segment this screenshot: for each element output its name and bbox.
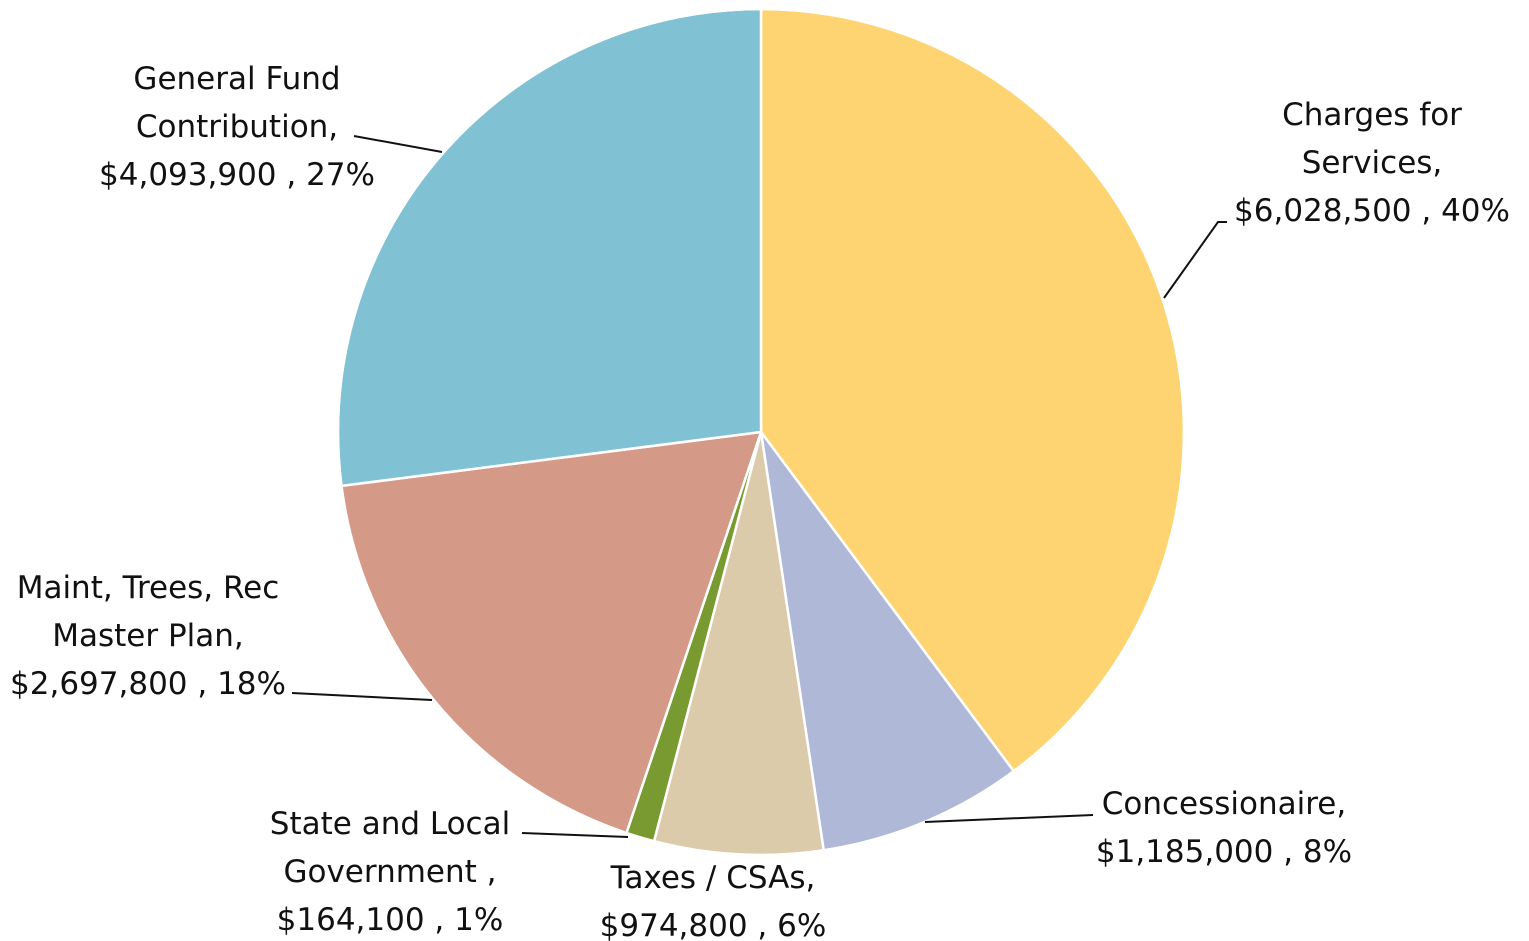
data-label-line: Master Plan, bbox=[52, 618, 244, 654]
data-label-line: Taxes / CSAs, bbox=[610, 860, 816, 896]
leader-line bbox=[924, 814, 1094, 823]
data-label-line: $974,800 , 6% bbox=[600, 908, 827, 941]
data-label-line: Maint, Trees, Rec bbox=[17, 570, 280, 606]
leader-line bbox=[1163, 221, 1227, 299]
data-label-line: $1,185,000 , 8% bbox=[1096, 834, 1352, 870]
leader-line bbox=[353, 135, 443, 153]
data-label-line: Charges for bbox=[1282, 97, 1462, 133]
pie-outline bbox=[336, 7, 1186, 857]
data-label-line: $6,028,500 , 40% bbox=[1234, 193, 1510, 229]
leader-lines bbox=[291, 135, 1227, 838]
data-label-line: State and Local bbox=[270, 806, 510, 842]
data-label-line: General Fund bbox=[133, 61, 340, 97]
data-label-line: Government , bbox=[283, 854, 496, 890]
data-label-state-and-local-government: State and Local Government , $164,100 , 1% bbox=[270, 806, 510, 938]
pie-slice-general-fund-contribution bbox=[336, 7, 763, 488]
data-label-line: $4,093,900 , 27% bbox=[99, 157, 375, 193]
slice-labels: Charges for Services, $6,028,500 , 40% Conc… bbox=[10, 61, 1510, 941]
data-label-charges-for-services: Charges for Services, $6,028,500 , 40% bbox=[1234, 97, 1510, 229]
data-label-taxes-csas: Taxes / CSAs, $974,800 , 6% bbox=[600, 860, 827, 941]
leader-line bbox=[291, 692, 433, 701]
data-label-line: Concessionaire, bbox=[1102, 786, 1347, 822]
data-label-line: $2,697,800 , 18% bbox=[10, 666, 286, 702]
data-label-line: Contribution, bbox=[136, 109, 338, 145]
data-label-maint-trees-rec-master-plan: Maint, Trees, Rec Master Plan, $2,697,800 … bbox=[10, 570, 286, 702]
data-label-line: Services, bbox=[1302, 145, 1443, 181]
data-label-line: $164,100 , 1% bbox=[277, 902, 504, 938]
leader-line bbox=[521, 832, 629, 838]
data-label-general-fund-contribution: General Fund Contribution, $4,093,900 , 27… bbox=[99, 61, 375, 193]
pie-slices bbox=[336, 7, 1186, 857]
data-label-concessionaire: Concessionaire, $1,185,000 , 8% bbox=[1096, 786, 1352, 870]
